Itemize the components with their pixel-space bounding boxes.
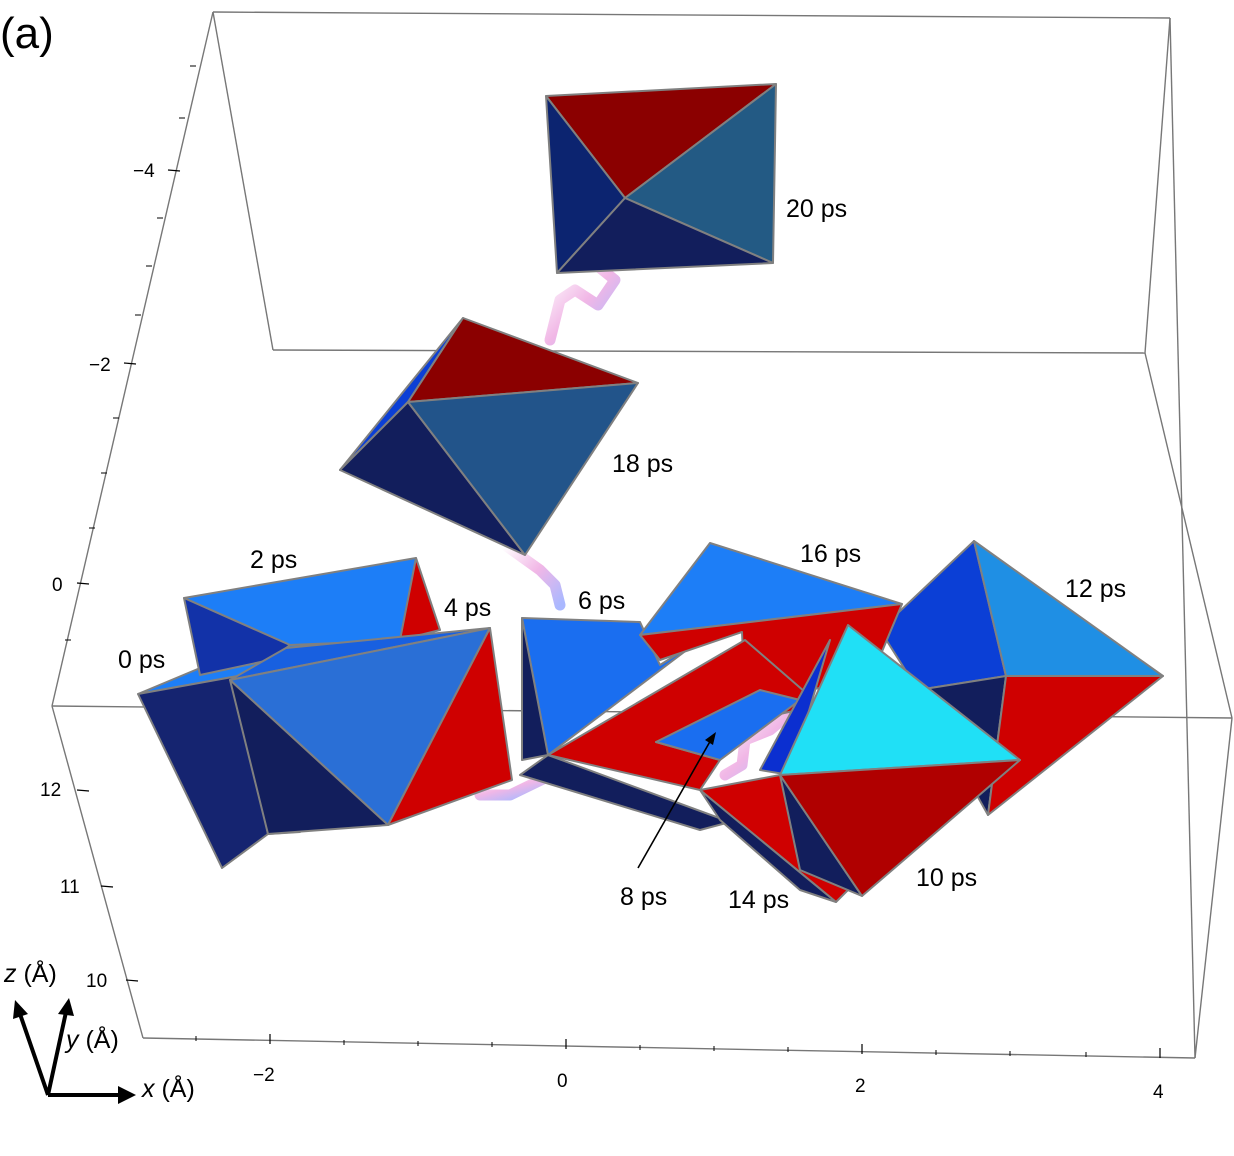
z-axis-title: z (Å) xyxy=(3,958,57,988)
z-tick-0: 0 xyxy=(52,575,63,596)
arrow-8ps xyxy=(637,732,716,869)
orientation-axes xyxy=(13,998,136,1104)
octahedron-2ps xyxy=(183,557,441,676)
panel-label: (a) xyxy=(0,9,54,58)
label-6ps: 6 ps xyxy=(578,587,625,615)
label-10ps: 10 ps xyxy=(916,864,977,892)
octahedron-4ps xyxy=(229,627,513,835)
y-axis-ticks xyxy=(76,789,139,982)
label-14ps: 14 ps xyxy=(728,886,789,914)
label-2ps: 2 ps xyxy=(250,546,297,574)
x-tick-minus2: −2 xyxy=(253,1065,275,1086)
label-18ps: 18 ps xyxy=(612,450,673,478)
label-0ps: 0 ps xyxy=(118,646,165,674)
trajectory-tube xyxy=(349,262,806,801)
label-16ps: 16 ps xyxy=(800,540,861,568)
x-tick-2: 2 xyxy=(855,1076,866,1097)
x-axis-minor-ticks xyxy=(195,1036,1087,1057)
z-tick-minus2: −2 xyxy=(89,355,111,376)
y-tick-10: 10 xyxy=(86,971,107,992)
label-20ps: 20 ps xyxy=(786,195,847,223)
y-tick-11: 11 xyxy=(60,877,80,898)
x-axis-ticks xyxy=(269,1034,1161,1058)
octahedron-10ps xyxy=(759,624,1021,897)
octahedron-20ps xyxy=(545,83,777,274)
octahedron-18ps xyxy=(339,317,639,556)
x-tick-4: 4 xyxy=(1153,1082,1164,1103)
x-tick-0: 0 xyxy=(557,1071,568,1092)
label-12ps: 12 ps xyxy=(1065,575,1126,603)
label-4ps: 4 ps xyxy=(444,594,491,622)
z-axis-minor-ticks xyxy=(65,65,196,641)
z-tick-minus4: −4 xyxy=(133,161,155,182)
y-tick-12: 12 xyxy=(40,780,61,801)
x-axis-title: x (Å) xyxy=(141,1073,195,1103)
label-8ps: 8 ps xyxy=(620,883,667,911)
z-axis-ticks xyxy=(76,169,181,585)
y-axis-title: y (Å) xyxy=(64,1024,119,1054)
